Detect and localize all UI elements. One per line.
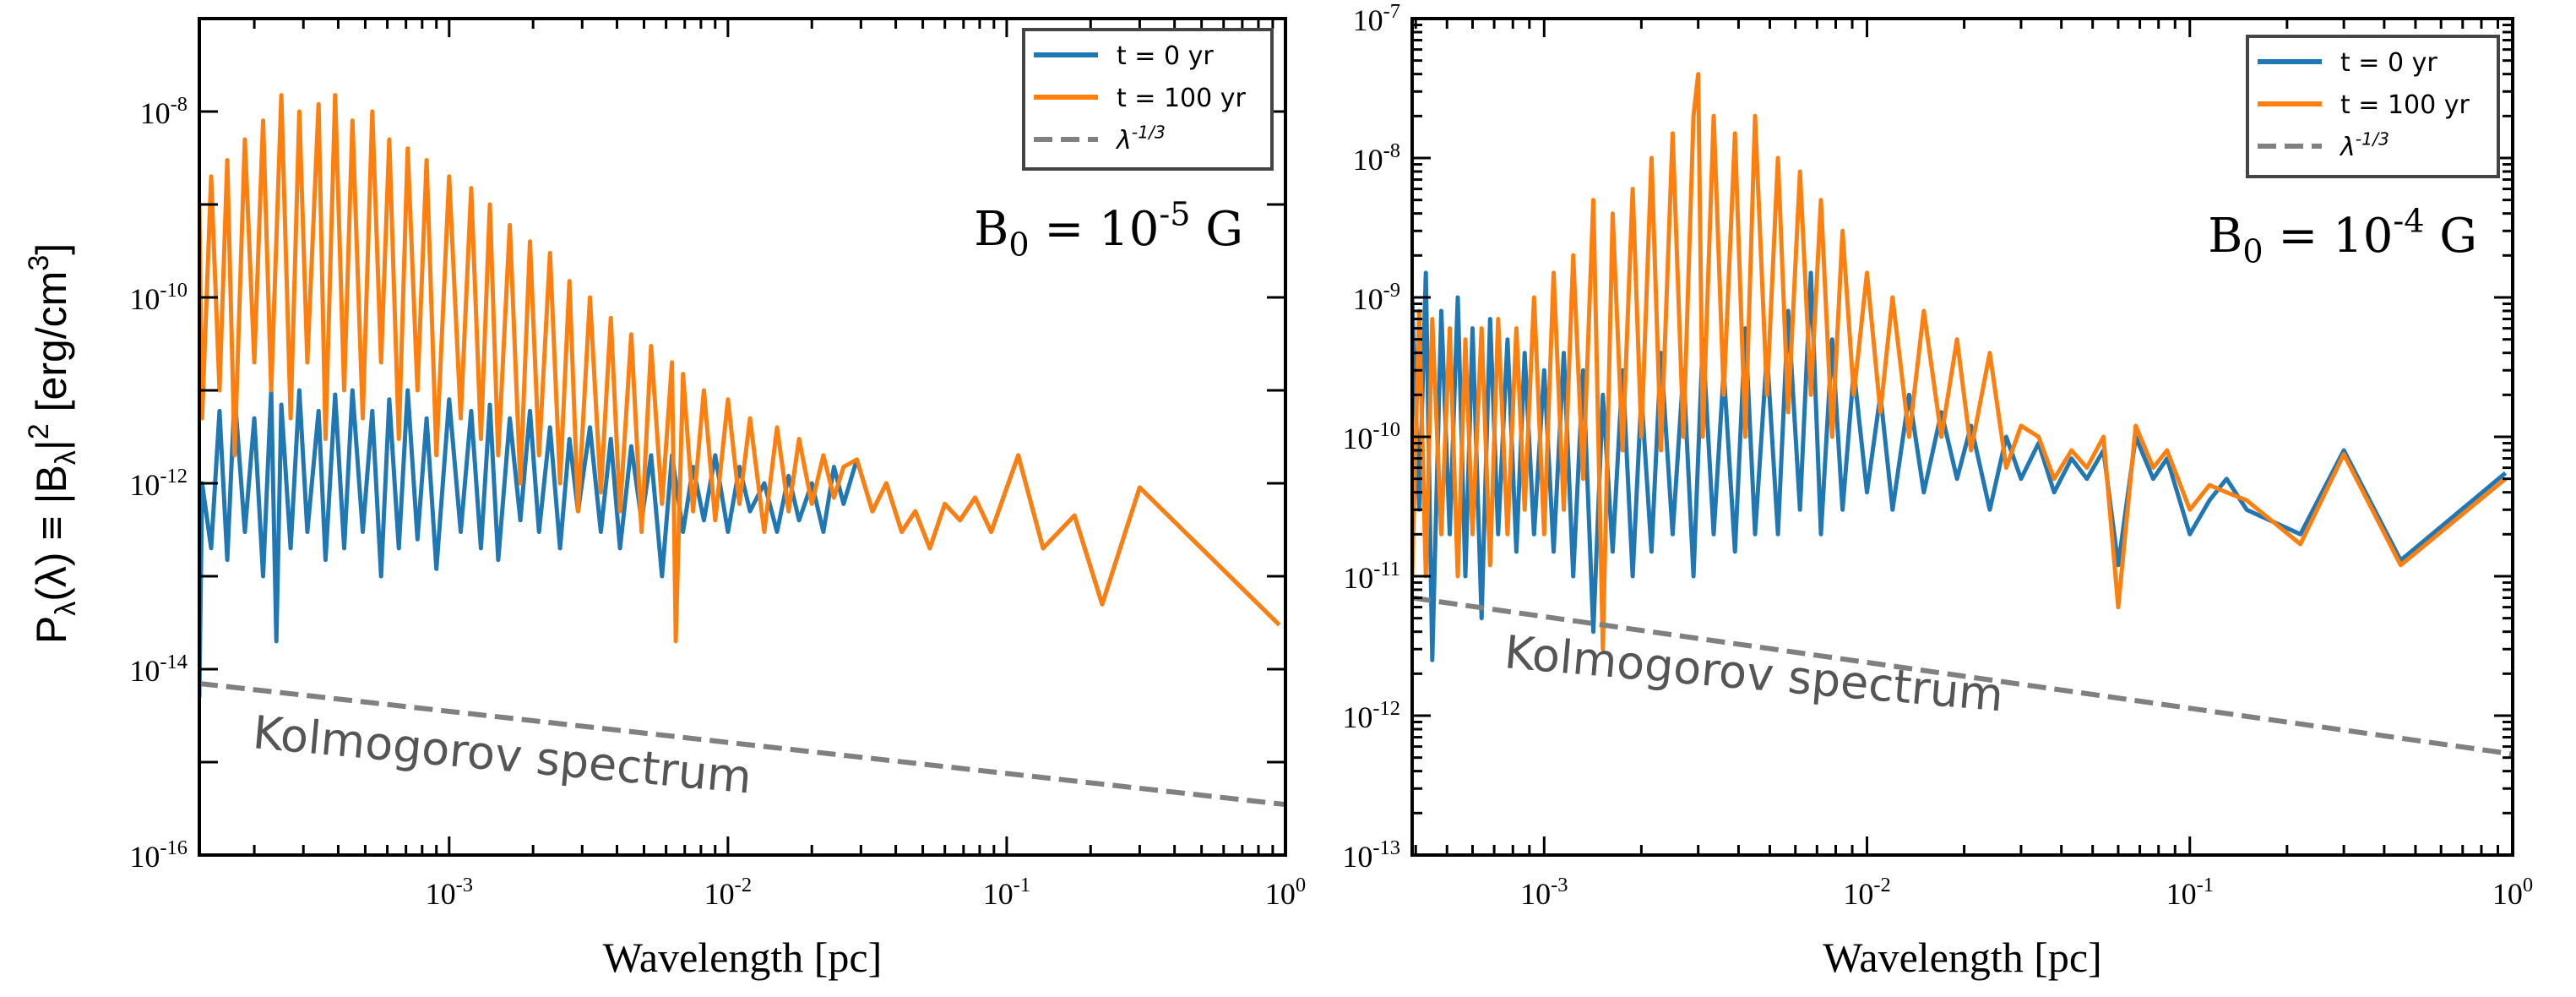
- y-tick-label: 10-9: [1353, 279, 1400, 316]
- legend-label: t = 100 yr: [2340, 90, 2470, 120]
- field-strength-annotation: B0 = 10-4 G: [2208, 202, 2477, 270]
- legend: t = 0 yr t = 100 yr λ-1/3: [2246, 35, 2500, 178]
- series-group: [1412, 72, 2513, 757]
- y-tick-label: 10-7: [1353, 0, 1400, 37]
- chart-panel-2: 10-3 10-2 10-1 100 10-7 10-8 10-9 10-10 10-11 10-…: [1342, 0, 2533, 981]
- chart-panel-1: 10-3 10-2 10-1 100 10-8 10-10 10-12 10-14 10-16 W…: [23, 17, 1306, 981]
- x-tick-label: 10-2: [704, 874, 752, 911]
- y-tick-label: 10-12: [129, 465, 187, 502]
- series-line-kolmogorov: [1412, 595, 2513, 757]
- x-tick-label: 10-2: [1843, 874, 1890, 911]
- y-tick-label: 10-11: [1343, 558, 1400, 595]
- y-axis-label: Pλ(λ) ≡ |Bλ|2 [erg/cm3]: [23, 243, 82, 644]
- kolmogorov-label: Kolmogorov spectrum: [1503, 625, 2006, 722]
- x-axis-label: Wavelength [pc]: [603, 934, 883, 981]
- y-tick-label: 10-10: [1342, 418, 1400, 455]
- legend: t = 0 yr t = 100 yr λ-1/3: [1022, 28, 1274, 171]
- series-line-t100: [199, 93, 1281, 644]
- x-tick-label: 10-3: [1520, 874, 1568, 911]
- series-line-t0: [199, 388, 1281, 698]
- legend-label: λ-1/3: [1115, 122, 1166, 155]
- axes-frame: [198, 17, 1287, 857]
- field-strength-annotation: B0 = 10-5 G: [974, 195, 1243, 263]
- legend-label: λ-1/3: [2339, 128, 2389, 162]
- x-tick-label: 100: [2492, 874, 2533, 911]
- x-tick-label: 10-1: [983, 874, 1030, 911]
- series-line-kolmogorov: [199, 681, 1285, 808]
- legend-label: t = 0 yr: [2340, 48, 2437, 78]
- y-tick-label: 10-13: [1342, 836, 1400, 874]
- series-group: [199, 93, 1285, 808]
- series-line-t0: [1412, 270, 2508, 662]
- x-tick-label: 10-3: [426, 874, 473, 911]
- y-tick-label: 10-8: [140, 93, 187, 130]
- y-tick-label: 10-8: [1353, 139, 1400, 177]
- y-tick-label: 10-16: [129, 836, 187, 874]
- legend-label: t = 0 yr: [1117, 41, 1214, 71]
- y-tick-label: 10-10: [129, 279, 187, 316]
- x-tick-label: 100: [1265, 874, 1306, 911]
- y-tick-label: 10-12: [1342, 697, 1400, 734]
- kolmogorov-label: Kolmogorov spectrum: [251, 706, 754, 804]
- legend-label: t = 100 yr: [1117, 84, 1247, 113]
- y-tick-label: 10-14: [129, 651, 187, 688]
- x-tick-label: 10-1: [2166, 874, 2214, 911]
- axes-frame: [1410, 17, 2514, 857]
- x-axis-label: Wavelength [pc]: [1823, 934, 2102, 981]
- series-line-t100: [1412, 72, 2508, 651]
